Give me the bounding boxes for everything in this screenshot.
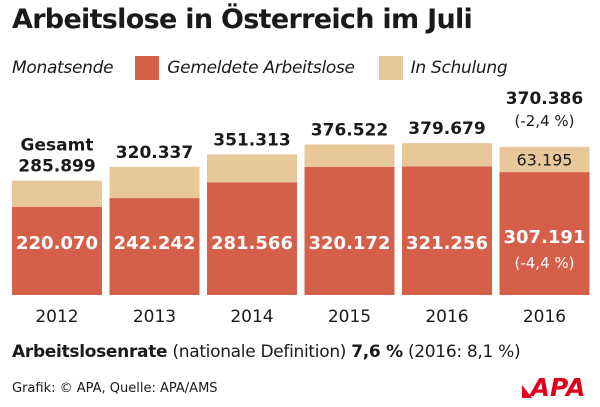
bar-registered: [12, 206, 102, 295]
x-tick-label: 2016: [425, 307, 468, 327]
bar-registered-change-label: (-4,4 %): [515, 254, 575, 272]
bar-registered-label: 321.256: [406, 233, 488, 254]
legend-swatch-registered: [135, 56, 160, 80]
apa-logo-text: APA: [529, 373, 586, 398]
bar-training: [109, 166, 200, 199]
bar-registered: [499, 172, 590, 295]
legend-item-training: In Schulung: [378, 56, 508, 80]
rate-value: 7,6 %: [351, 342, 403, 362]
chart-title: Arbeitslose in Österreich im Juli: [12, 4, 473, 35]
x-tick-label: 2016: [523, 307, 566, 327]
legend-item-registered: Gemeldete Arbeitslose: [135, 56, 355, 80]
x-tick-label: 2012: [35, 307, 78, 327]
bar-training: [402, 143, 492, 167]
bar-registered-label: 281.566: [211, 233, 293, 254]
bar-registered: [109, 198, 200, 295]
bar-total-label: 285.899: [18, 157, 95, 177]
unemployment-rate-line: Arbeitslosenrate (nationale Definition) …: [12, 342, 521, 362]
bar-training: [304, 144, 395, 167]
apa-logo-wedge: [522, 385, 532, 398]
rate-compare: (2016: 8,1 %): [407, 342, 521, 362]
apa-logo: APA: [522, 373, 586, 398]
bar-registered-label: 307.191: [504, 227, 586, 248]
bar-registered-label: 320.172: [309, 233, 391, 254]
bar-registered-label: 220.070: [16, 233, 98, 254]
legend-label-training: In Schulung: [410, 58, 508, 78]
rate-label: Arbeitslosenrate: [12, 342, 168, 362]
rate-definition: (nationale Definition): [172, 342, 347, 362]
bar-total-label: 320.337: [116, 143, 193, 163]
bar-total-label: 376.522: [311, 120, 388, 140]
source-credit: Grafik: © APA, Quelle: APA/AMS: [12, 381, 218, 396]
bar-training: [499, 146, 590, 173]
legend-label-registered: Gemeldete Arbeitslose: [167, 58, 355, 78]
legend-swatch-training: [378, 56, 403, 80]
legend: Monatsende Gemeldete Arbeitslose In Schu…: [12, 56, 508, 80]
bar-total-label: 379.679: [408, 119, 485, 139]
bar-training: [207, 154, 297, 183]
x-tick-label: 2014: [230, 307, 273, 327]
bar-total-prefix-label: Gesamt: [21, 136, 94, 156]
legend-period-label: Monatsende: [12, 58, 114, 78]
bar-training-label: 63.195: [517, 150, 573, 169]
bar-total-label: 370.386: [506, 89, 583, 109]
bar-registered-label: 242.242: [114, 233, 196, 254]
bar-registered: [207, 182, 297, 295]
x-tick-label: 2015: [328, 307, 371, 327]
x-tick-label: 2013: [133, 307, 176, 327]
bar-registered: [402, 166, 492, 295]
bar-registered: [304, 166, 395, 295]
bar-total-label: 351.313: [213, 130, 290, 150]
bar-training: [12, 180, 102, 207]
bar-total-change-label: (-2,4 %): [515, 112, 575, 130]
